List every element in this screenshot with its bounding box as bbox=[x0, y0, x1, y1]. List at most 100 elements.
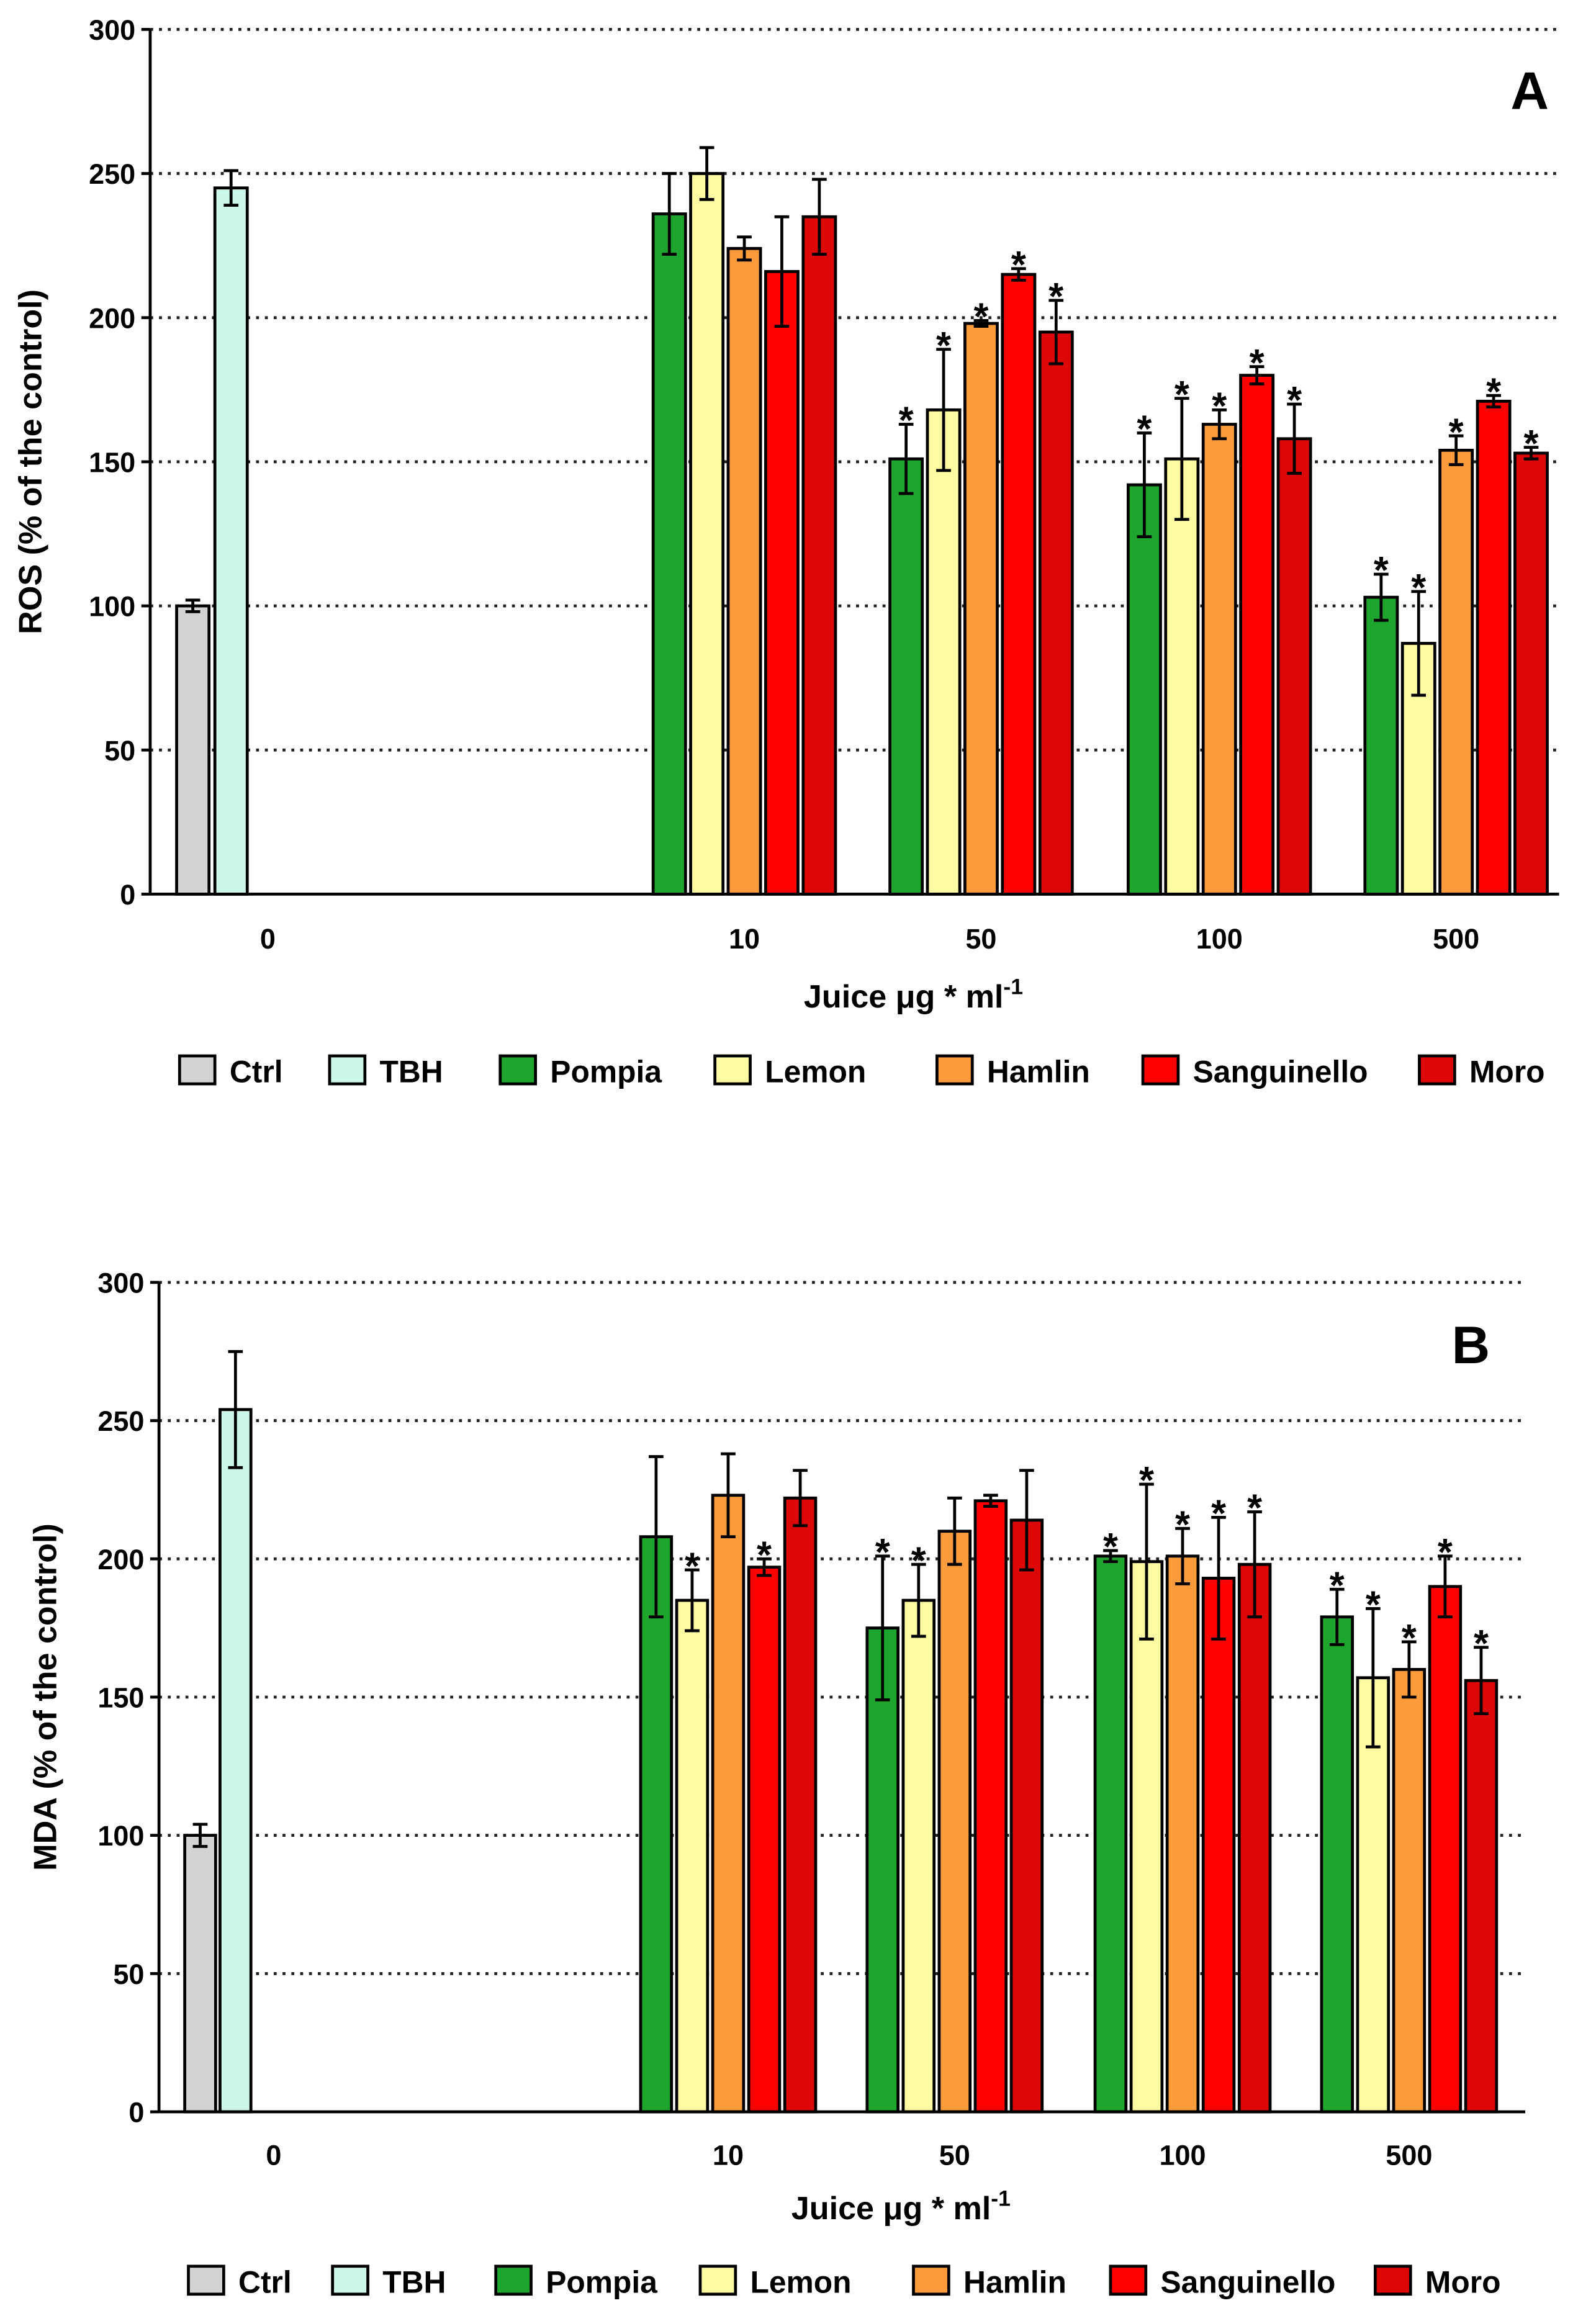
significance-marker: * bbox=[875, 1531, 890, 1574]
x-tick-label: 10 bbox=[713, 2139, 744, 2171]
legend-label: TBH bbox=[379, 1055, 443, 1089]
bar-Moro bbox=[1464, 1679, 1499, 2114]
bar-Moro bbox=[783, 1496, 818, 2114]
y-tick-label: 200 bbox=[97, 1544, 144, 1575]
significance-marker: * bbox=[936, 324, 951, 367]
significance-marker: * bbox=[1011, 243, 1026, 286]
legend-label: Ctrl bbox=[238, 2265, 292, 2299]
bar-Lemon bbox=[1356, 1676, 1391, 2114]
bar-Moro bbox=[1038, 330, 1074, 896]
legend: Ctrl TBH Pompia Lemon Hamlin Sanguinello Moro bbox=[187, 2265, 1501, 2299]
legend-swatch-lemon bbox=[698, 2265, 737, 2296]
legend-label: Lemon bbox=[765, 1055, 866, 1089]
bar-Hamlin bbox=[726, 246, 762, 896]
legend-swatch-sanguinello bbox=[1141, 1054, 1180, 1086]
bar-Pompia bbox=[1363, 595, 1399, 896]
significance-marker: * bbox=[757, 1533, 772, 1576]
legend-swatch-moro bbox=[1418, 1054, 1456, 1086]
bar-Moro bbox=[1513, 451, 1549, 896]
legend-label: Hamlin bbox=[987, 1055, 1090, 1089]
legend-swatch-pompia bbox=[498, 1054, 537, 1086]
bar-Sanguinello bbox=[1201, 1577, 1236, 2114]
significance-marker: * bbox=[1524, 422, 1539, 465]
significance-marker: * bbox=[1247, 1487, 1262, 1530]
legend: Ctrl TBH Pompia Lemon Hamlin Sanguinello Moro bbox=[178, 1054, 1545, 1089]
significance-marker: * bbox=[1250, 341, 1265, 384]
y-tick-label: 50 bbox=[113, 1958, 144, 1990]
significance-marker: * bbox=[1366, 1584, 1381, 1626]
legend-swatch-moro bbox=[1373, 2265, 1412, 2296]
bar-Moro bbox=[1276, 437, 1312, 896]
significance-marker: * bbox=[1211, 1492, 1226, 1535]
bar-Lemon bbox=[926, 408, 962, 896]
bar-Lemon bbox=[1129, 1560, 1164, 2114]
x-tick-label: 0 bbox=[266, 2139, 281, 2171]
bar-Pompia bbox=[1093, 1554, 1128, 2114]
legend-label: Pompia bbox=[546, 2265, 657, 2299]
y-tick-label: 150 bbox=[97, 1682, 144, 1714]
legend-label: Hamlin bbox=[963, 2265, 1066, 2299]
bar-Moro bbox=[1237, 1562, 1272, 2114]
significance-marker: * bbox=[1103, 1525, 1118, 1568]
significance-marker: * bbox=[1139, 1459, 1154, 1502]
x-axis-label: Juice μg * ml-1 bbox=[791, 2186, 1011, 2227]
y-tick-label: 100 bbox=[89, 591, 135, 623]
legend-swatch-pompia bbox=[494, 2265, 533, 2296]
significance-marker: * bbox=[1411, 566, 1426, 609]
y-tick-label: 100 bbox=[97, 1820, 144, 1852]
significance-marker: * bbox=[973, 295, 988, 338]
significance-marker: * bbox=[1486, 370, 1501, 413]
y-tick-label: 150 bbox=[89, 446, 135, 478]
significance-marker: * bbox=[911, 1539, 926, 1582]
bar-TBH bbox=[213, 186, 249, 896]
significance-marker: * bbox=[1175, 1503, 1190, 1546]
legend-label: Ctrl bbox=[230, 1055, 283, 1089]
legend-swatch-ctrl bbox=[178, 1054, 217, 1086]
bar-Hamlin bbox=[937, 1530, 972, 2114]
bar-Ctrl bbox=[175, 604, 211, 896]
y-tick-label: 300 bbox=[97, 1267, 144, 1299]
bar-Sanguinello bbox=[764, 270, 800, 896]
y-tick-label: 250 bbox=[89, 158, 135, 190]
legend-swatch-sanguinello bbox=[1109, 2265, 1148, 2296]
x-tick-label: 100 bbox=[1159, 2139, 1206, 2171]
legend-swatch-hamlin bbox=[936, 1054, 974, 1086]
x-tick-label: 100 bbox=[1196, 923, 1243, 955]
legend-swatch-ctrl bbox=[187, 2265, 225, 2296]
bar-Lemon bbox=[901, 1598, 936, 2114]
legend-swatch-hamlin bbox=[912, 2265, 950, 2296]
bar-Sanguinello bbox=[973, 1499, 1008, 2114]
significance-marker: * bbox=[1330, 1564, 1345, 1607]
x-tick-label: 50 bbox=[965, 923, 996, 955]
x-tick-label: 500 bbox=[1386, 2139, 1432, 2171]
significance-marker: * bbox=[1048, 275, 1063, 318]
significance-marker: * bbox=[1212, 385, 1227, 428]
y-tick-label: 300 bbox=[89, 14, 135, 46]
significance-marker: * bbox=[1374, 549, 1389, 592]
x-tick-label: 0 bbox=[260, 923, 276, 955]
legend-swatch-tbh bbox=[331, 2265, 369, 2296]
legend-label: Moro bbox=[1469, 1055, 1545, 1089]
x-tick-label: 10 bbox=[729, 923, 760, 955]
significance-marker: * bbox=[1174, 373, 1189, 416]
bar-Lemon bbox=[689, 172, 725, 896]
bar-Sanguinello bbox=[1476, 400, 1512, 896]
bar-Sanguinello bbox=[1001, 273, 1037, 896]
bar-Moro bbox=[1009, 1518, 1044, 2114]
bar-Hamlin bbox=[1201, 423, 1237, 896]
legend-label: Moro bbox=[1425, 2265, 1501, 2299]
legend-label: Pompia bbox=[550, 1055, 662, 1089]
y-tick-label: 200 bbox=[89, 302, 135, 334]
significance-marker: * bbox=[1449, 410, 1464, 453]
significance-marker: * bbox=[1137, 408, 1152, 451]
legend-swatch-tbh bbox=[328, 1054, 367, 1086]
bar-TBH bbox=[219, 1408, 253, 2114]
bar-Pompia bbox=[1320, 1615, 1355, 2114]
legend-label: Sanguinello bbox=[1193, 1055, 1368, 1089]
panel-label: A bbox=[1510, 61, 1549, 120]
legend-label: Lemon bbox=[751, 2265, 852, 2299]
bar-Pompia bbox=[1126, 483, 1162, 896]
x-axis-label-superscript: -1 bbox=[991, 2186, 1011, 2211]
